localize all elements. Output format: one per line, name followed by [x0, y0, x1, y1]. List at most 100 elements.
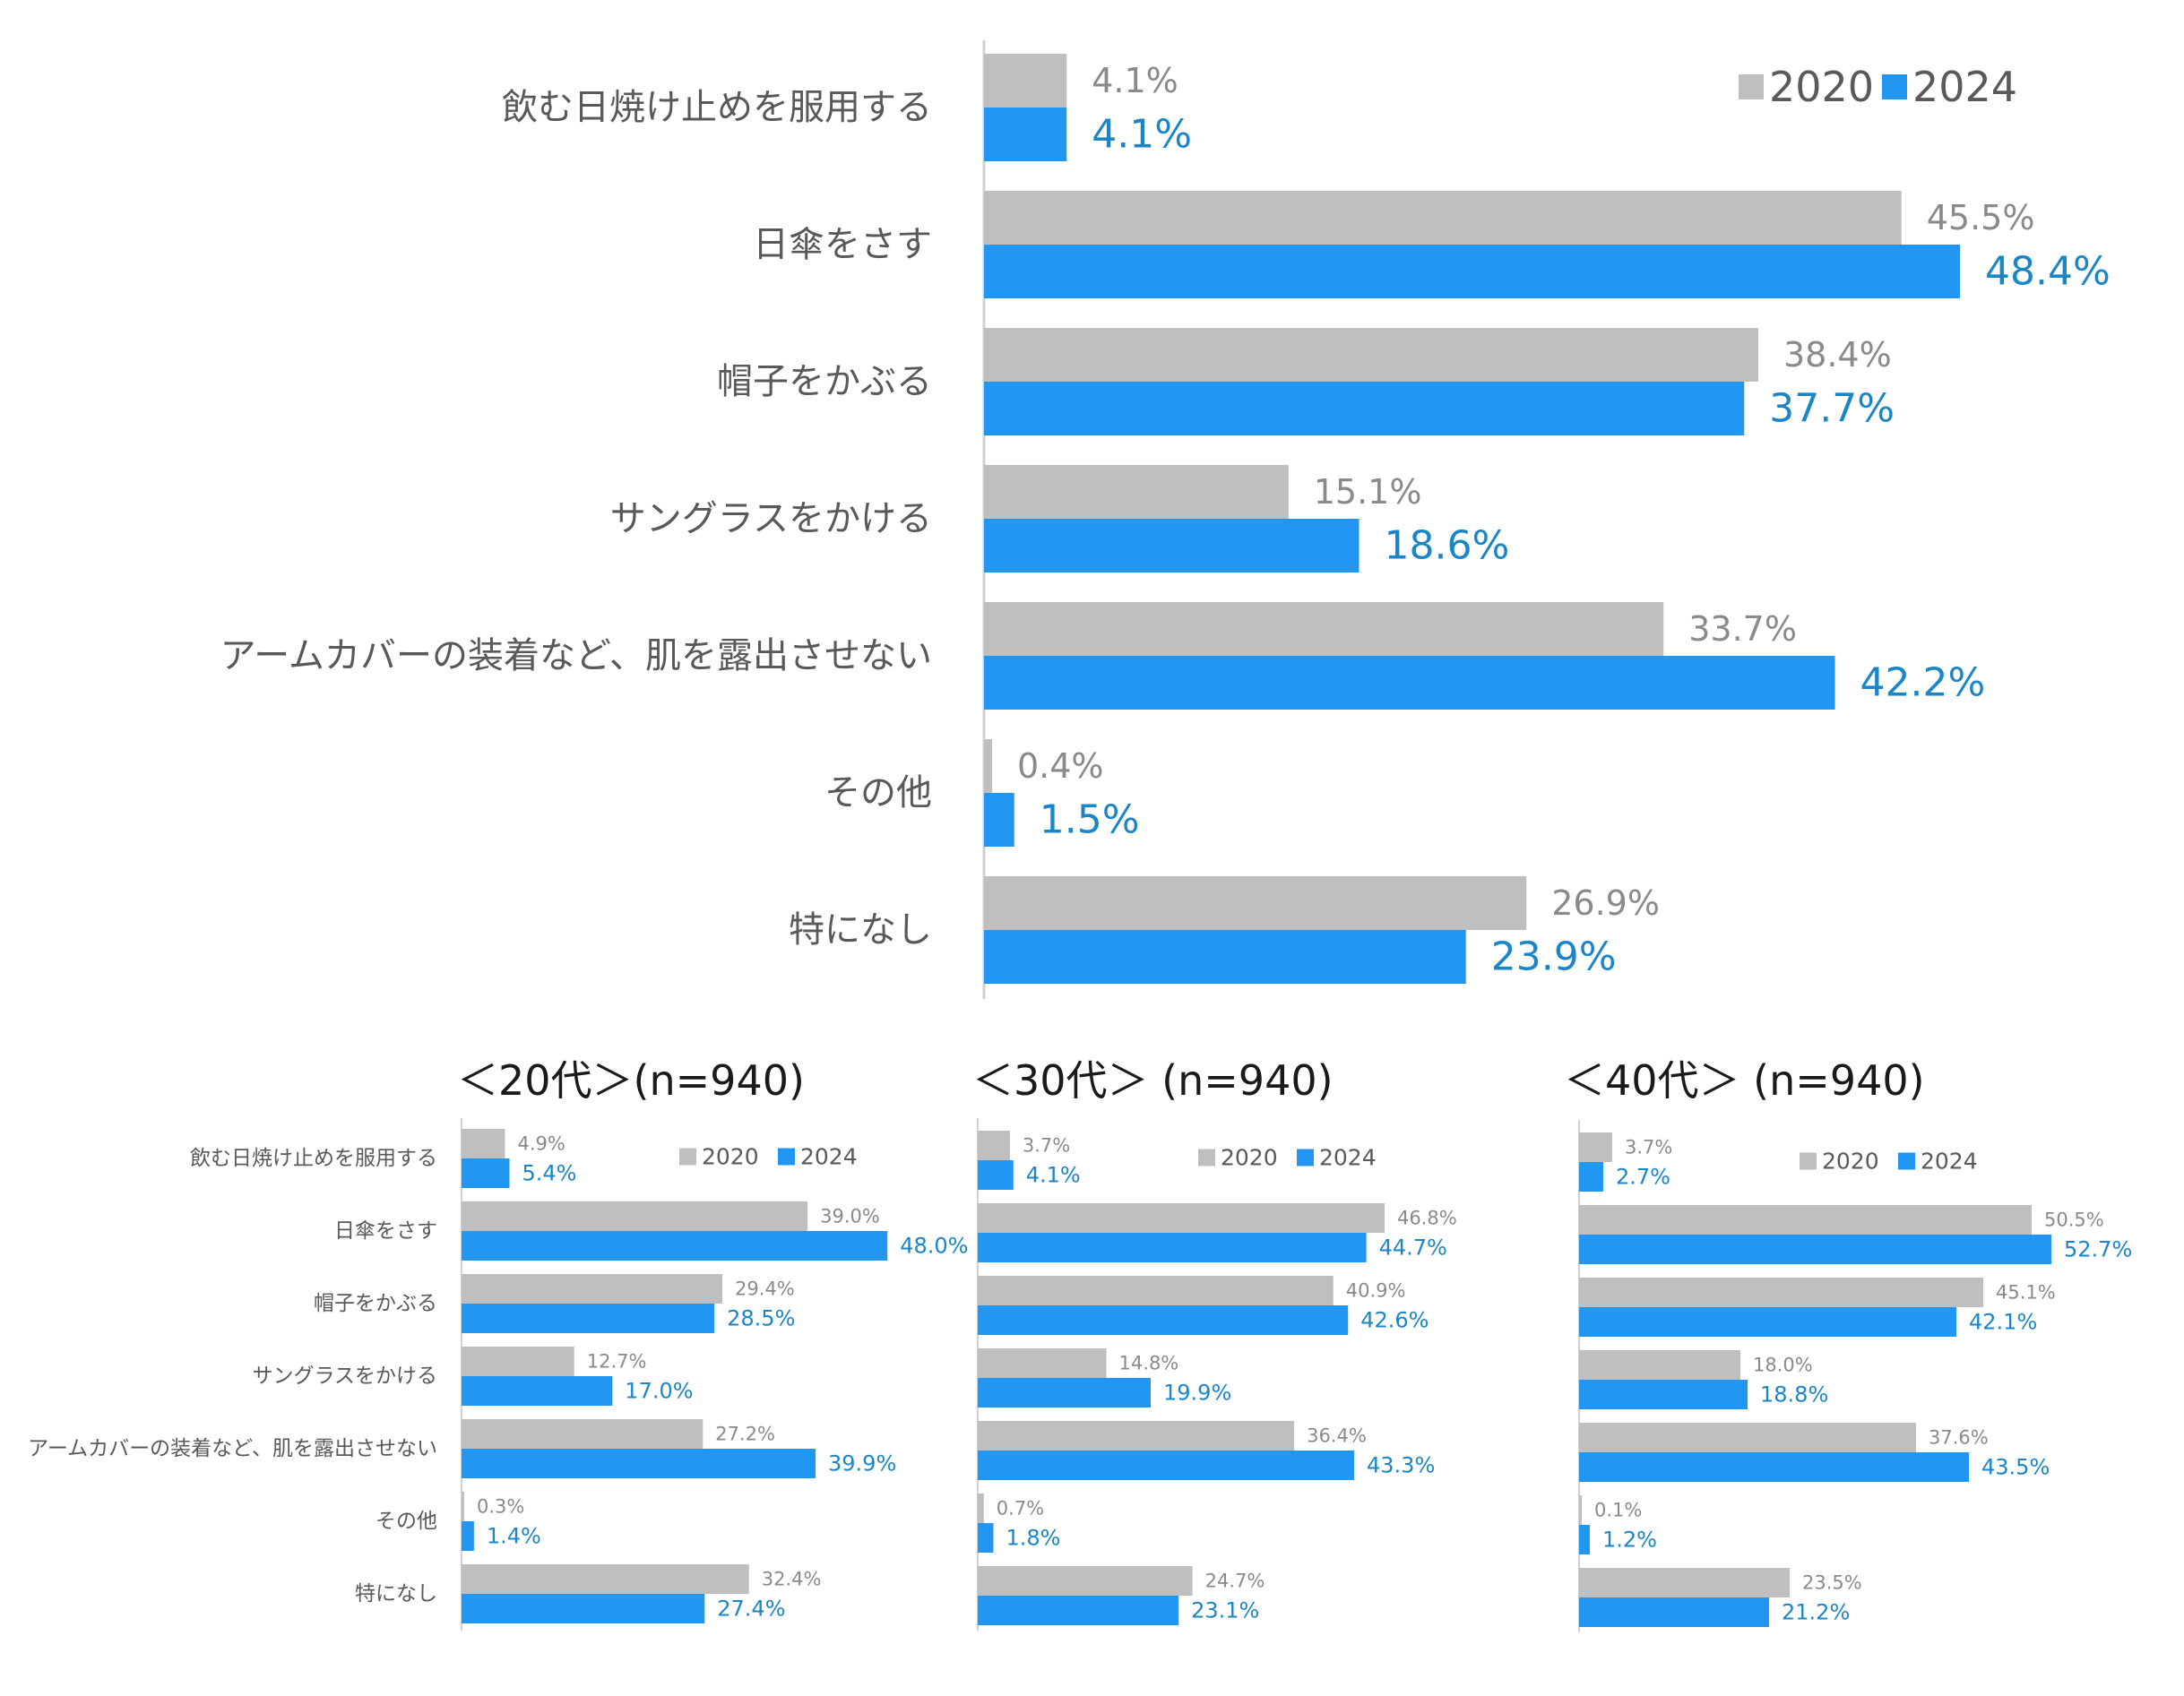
data-label-2020: 36.4%	[1307, 1425, 1367, 1447]
bar-2020	[1579, 1278, 1983, 1307]
legend-label: 2020	[1769, 63, 1874, 111]
category-label: 帽子をかぶる	[717, 361, 932, 402]
bar-2020	[978, 1566, 1193, 1596]
bar-2020	[978, 1131, 1010, 1160]
bar-2020	[984, 602, 1664, 656]
data-label-2024: 18.6%	[1385, 523, 1510, 569]
bar-2024	[462, 1376, 613, 1406]
category-label: 日傘をさす	[334, 1219, 437, 1243]
legend-swatch-2024	[1882, 74, 1907, 99]
bar-2020	[984, 54, 1067, 108]
bar-2024	[984, 930, 1466, 984]
bar-2020	[462, 1201, 808, 1231]
bar-2020	[1579, 1132, 1612, 1162]
data-label-2024: 42.1%	[1969, 1310, 2037, 1335]
bar-2020	[978, 1276, 1334, 1305]
data-label-2020: 4.9%	[518, 1133, 565, 1155]
category-label: アームカバーの装着など、肌を露出させない	[28, 1437, 437, 1460]
data-label-2020: 50.5%	[2044, 1210, 2104, 1231]
data-label-2024: 4.1%	[1092, 112, 1192, 158]
legend-label: 2024	[800, 1144, 858, 1170]
bar-2024	[978, 1523, 994, 1553]
bar-2020	[978, 1203, 1385, 1233]
bar-2020	[984, 191, 1902, 245]
bar-2024	[984, 656, 1835, 710]
data-label-2020: 3.7%	[1023, 1135, 1070, 1157]
bar-2024	[978, 1451, 1355, 1480]
category-label: 日傘をさす	[753, 224, 932, 265]
bar-2020	[1579, 1205, 2032, 1235]
data-label-2020: 29.4%	[735, 1278, 795, 1300]
data-label-2020: 26.9%	[1551, 883, 1660, 923]
category-label: 飲む日焼け止めを服用する	[190, 1147, 437, 1170]
data-label-2020: 33.7%	[1688, 609, 1797, 649]
data-label-2020: 24.7%	[1205, 1571, 1265, 1592]
data-label-2024: 48.0%	[900, 1234, 968, 1259]
legend-swatch-2020	[1739, 74, 1764, 99]
bar-2024	[1579, 1162, 1603, 1192]
legend: 2020 2024	[1198, 1145, 1377, 1171]
data-label-2020: 37.6%	[1929, 1427, 1989, 1449]
data-label-2020: 14.8%	[1119, 1353, 1179, 1374]
bar-2024	[978, 1233, 1367, 1262]
bar-2020	[1579, 1423, 1916, 1452]
data-label-2020: 0.1%	[1594, 1500, 1642, 1521]
data-label-2020: 18.0%	[1753, 1355, 1813, 1376]
legend-swatch-2020	[679, 1148, 696, 1166]
bar-2020	[984, 739, 992, 793]
data-label-2024: 1.8%	[1006, 1526, 1060, 1551]
data-label-2020: 45.1%	[1996, 1282, 2056, 1304]
data-label-2024: 43.3%	[1367, 1453, 1435, 1478]
data-label-2020: 4.1%	[1092, 61, 1178, 100]
bar-2024	[978, 1160, 1014, 1190]
data-label-2024: 18.8%	[1760, 1382, 1828, 1408]
bar-2024	[1579, 1525, 1590, 1554]
bar-2024	[984, 519, 1360, 573]
category-label: サングラスをかける	[610, 498, 932, 539]
data-label-2024: 43.5%	[1981, 1455, 2050, 1480]
bar-2024	[978, 1305, 1349, 1335]
bar-2024	[1579, 1452, 1969, 1482]
data-label-2024: 42.2%	[1860, 660, 1986, 706]
data-label-2024: 19.9%	[1163, 1381, 1231, 1406]
bar-2024	[1579, 1307, 1956, 1337]
bar-2024	[1579, 1597, 1769, 1627]
legend: 2020 2024	[679, 1144, 858, 1170]
bar-2020	[978, 1348, 1107, 1378]
data-label-2024: 1.4%	[487, 1524, 541, 1549]
data-label-2020: 0.3%	[477, 1496, 524, 1518]
data-label-2020: 3.7%	[1625, 1137, 1672, 1158]
bar-2020	[1579, 1350, 1740, 1380]
category-label: 飲む日焼け止めを服用する	[502, 87, 932, 128]
bar-2024	[462, 1521, 474, 1551]
legend-swatch-2024	[1898, 1152, 1915, 1170]
legend-label: 2020	[702, 1144, 759, 1170]
data-label-2020: 32.4%	[762, 1569, 822, 1590]
legend-label: 2024	[1912, 63, 2017, 111]
data-label-2024: 23.1%	[1191, 1598, 1259, 1623]
data-label-2024: 42.6%	[1360, 1308, 1429, 1333]
bar-2024	[462, 1304, 715, 1333]
bar-2024	[984, 245, 1960, 298]
legend: 2020 2024	[1800, 1149, 1978, 1175]
category-label: 帽子をかぶる	[314, 1292, 437, 1315]
chart-0: 飲む日焼け止めを服用する 4.1% 4.1% 日傘をさす 45.5% 48.4% 帽子をかぶ…	[220, 40, 2111, 999]
bar-2020	[1579, 1495, 1582, 1525]
data-label-2020: 0.4%	[1017, 746, 1104, 786]
data-label-2020: 0.7%	[997, 1498, 1044, 1520]
chart-title: ＜40代＞ (n=940)	[1564, 1056, 1925, 1105]
chart-2: ＜30代＞ (n=940) 3.7% 4.1% 46.8% 44.7% 40.9% 42.6…	[972, 1056, 1457, 1631]
bar-2020	[462, 1129, 505, 1158]
bar-2024	[984, 382, 1745, 435]
category-label: アームカバーの装着など、肌を露出させない	[220, 635, 932, 676]
data-label-2024: 28.5%	[727, 1306, 795, 1331]
bar-2024	[462, 1158, 510, 1188]
bar-2024	[978, 1596, 1179, 1625]
data-label-2020: 46.8%	[1397, 1208, 1457, 1229]
data-label-2020: 38.4%	[1783, 335, 1892, 374]
chart-3: ＜40代＞ (n=940) 3.7% 2.7% 50.5% 52.7% 45.1% 42.1…	[1564, 1056, 2132, 1632]
legend-label: 2024	[1319, 1145, 1377, 1171]
legend-label: 2024	[1921, 1149, 1978, 1175]
bar-2020	[462, 1347, 574, 1376]
category-label: 特になし	[355, 1582, 437, 1606]
